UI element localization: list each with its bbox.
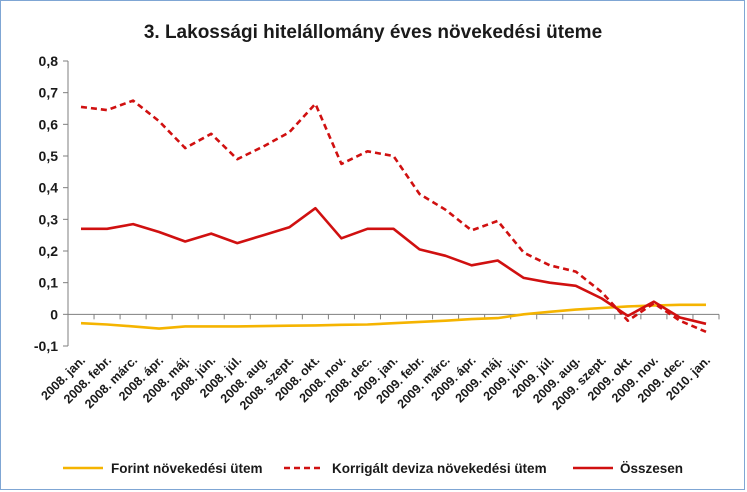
series-line-2 bbox=[80, 99, 707, 333]
y-tick-label: 0,5 bbox=[39, 148, 59, 164]
y-tick-label: 0,4 bbox=[39, 180, 59, 196]
y-tick-label: 0,6 bbox=[39, 116, 59, 132]
series-lines bbox=[80, 99, 707, 333]
axes bbox=[63, 60, 720, 347]
legend: Forint növekedési ütem Korrigált deviza n… bbox=[63, 461, 683, 476]
y-tick-label: 0,1 bbox=[39, 275, 59, 291]
legend-label-1: Forint növekedési ütem bbox=[111, 461, 263, 476]
chart-title: 3. Lakossági hitelállomány éves növekedé… bbox=[144, 22, 602, 43]
y-tick-label: 0 bbox=[50, 306, 58, 322]
series-line-3 bbox=[81, 206, 707, 326]
y-tick-label: 0,8 bbox=[39, 53, 59, 69]
legend-label-3: Összesen bbox=[620, 461, 683, 476]
x-tick-labels: 2008. jan.2008. febr.2008. márc.2008. áp… bbox=[38, 353, 713, 413]
series-line-1 bbox=[80, 303, 706, 330]
y-tick-label: 0,3 bbox=[39, 211, 59, 227]
y-tick-label: 0,2 bbox=[39, 243, 59, 259]
y-tick-labels: -0,1 0 0,1 0,2 0,3 0,4 0,5 0,6 0,7 0,8 bbox=[34, 53, 58, 354]
y-tick-label: 0,7 bbox=[39, 85, 59, 101]
legend-label-2: Korrigált deviza növekedési ütem bbox=[332, 461, 547, 476]
y-tick-label: -0,1 bbox=[34, 338, 58, 354]
